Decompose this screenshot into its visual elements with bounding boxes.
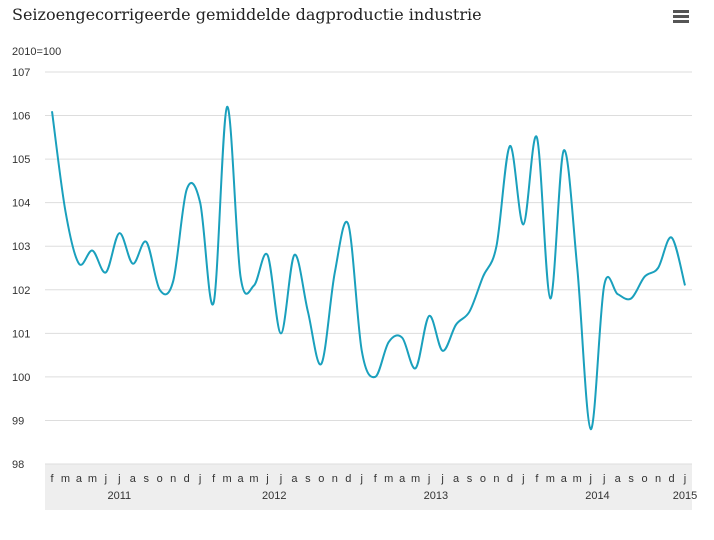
x-tick-label: d [184, 473, 190, 485]
x-tick-label: m [384, 473, 393, 485]
x-tick-label: o [480, 473, 486, 485]
y-tick-label: 101 [12, 328, 30, 340]
x-tick-label: j [265, 473, 268, 485]
x-tick-label: s [144, 473, 150, 485]
x-tick-label: a [237, 473, 244, 485]
x-tick-label: m [88, 473, 97, 485]
x-tick-label: a [561, 473, 568, 485]
x-tick-label: d [345, 473, 351, 485]
y-tick-label: 107 [12, 67, 30, 79]
x-tick-label: j [521, 473, 524, 485]
x-tick-label: a [291, 473, 298, 485]
y-tick-label: 99 [12, 415, 24, 427]
x-group-label: 2011 [108, 490, 132, 502]
y-tick-label: 98 [12, 459, 24, 471]
x-tick-label: f [535, 473, 539, 485]
x-tick-label: o [318, 473, 324, 485]
x-tick-label: n [493, 473, 499, 485]
x-tick-label: j [279, 473, 282, 485]
x-tick-label: s [305, 473, 311, 485]
x-tick-label: j [117, 473, 120, 485]
x-tick-label: a [399, 473, 406, 485]
chart-title: Seizoengecorrigeerde gemiddelde dagprodu… [12, 5, 482, 24]
menu-bar [673, 10, 689, 13]
menu-bar [673, 15, 689, 18]
x-tick-label: n [332, 473, 338, 485]
x-group-label: 2015 [673, 490, 697, 502]
x-tick-label: f [374, 473, 378, 485]
x-tick-label: s [628, 473, 634, 485]
x-group-label: 2013 [424, 490, 448, 502]
y-tick-label: 100 [12, 372, 30, 384]
x-tick-label: j [588, 473, 591, 485]
x-tick-label: m [222, 473, 231, 485]
x-tick-label: s [467, 473, 473, 485]
x-group-label: 2012 [262, 490, 286, 502]
x-tick-label: a [453, 473, 460, 485]
x-tick-label: n [170, 473, 176, 485]
x-tick-label: m [573, 473, 582, 485]
y-tick-label: 105 [12, 154, 30, 166]
y-tick-label: 104 [12, 198, 30, 210]
x-tick-label: j [360, 473, 363, 485]
line [51, 105, 686, 431]
menu-button[interactable] [673, 10, 689, 23]
x-tick-label: j [427, 473, 430, 485]
x-tick-label: a [615, 473, 622, 485]
y-tick-label: 103 [12, 241, 30, 253]
x-tick-label: j [683, 473, 686, 485]
x-tick-label: a [130, 473, 137, 485]
y-tick-label: 106 [12, 111, 30, 123]
x-tick-label: d [668, 473, 674, 485]
y-tick-label: 102 [12, 285, 30, 297]
x-tick-label: m [61, 473, 70, 485]
x-group-label: 2014 [585, 490, 609, 502]
x-tick-label: f [212, 473, 216, 485]
x-tick-label: f [50, 473, 54, 485]
x-tick-label: d [507, 473, 513, 485]
menu-bar [673, 20, 689, 23]
x-axis-band [45, 464, 692, 510]
x-tick-label: j [104, 473, 107, 485]
subtitle: 2010=100 [12, 46, 61, 58]
x-tick-label: o [642, 473, 648, 485]
x-tick-label: o [157, 473, 163, 485]
x-tick-label: a [76, 473, 83, 485]
x-tick-label: n [655, 473, 661, 485]
x-tick-label: m [249, 473, 258, 485]
x-tick-label: m [411, 473, 420, 485]
x-tick-label: j [198, 473, 201, 485]
x-tick-label: j [602, 473, 605, 485]
x-tick-label: j [440, 473, 443, 485]
x-tick-label: m [546, 473, 555, 485]
